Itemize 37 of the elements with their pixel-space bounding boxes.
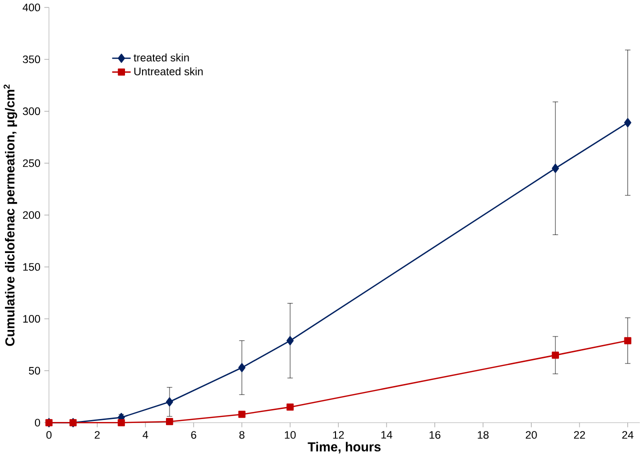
legend-label: treated skin <box>134 54 189 62</box>
x-tick-label: 0 <box>46 431 52 439</box>
x-tick-label: 22 <box>574 431 585 439</box>
y-tick-label: 250 <box>22 159 40 168</box>
x-tick-label: 12 <box>333 431 344 439</box>
x-tick-label: 18 <box>478 431 489 439</box>
y-tick-label: 200 <box>22 211 40 219</box>
point <box>286 404 294 411</box>
y-tick-label: 150 <box>23 263 40 271</box>
y-tick-label: 0 <box>34 418 40 427</box>
x-tick-label: 4 <box>142 431 148 439</box>
y-tick-label: 50 <box>28 366 40 375</box>
x-tick-label: 24 <box>622 431 634 439</box>
x-tick-label: 14 <box>381 431 392 439</box>
point <box>118 419 125 426</box>
y-tick-label: 350 <box>22 56 40 64</box>
y-axis-title: Cumulative diclofenac permeation, μg/cm$^{2}$ <box>4 84 18 346</box>
x-tick-label: 10 <box>284 431 296 439</box>
point <box>552 352 559 359</box>
point <box>286 336 294 346</box>
x-tick-label: 6 <box>191 431 196 439</box>
x-tick-label: 8 <box>239 431 244 439</box>
y-tick-label: 400 <box>22 4 40 12</box>
point <box>166 397 174 406</box>
point <box>552 164 559 173</box>
point <box>238 410 246 418</box>
x-tick-label: 2 <box>94 431 100 439</box>
point <box>624 118 632 128</box>
point <box>238 363 246 372</box>
y-tick-label: 300 <box>22 107 40 116</box>
point <box>166 418 174 426</box>
point <box>624 337 632 344</box>
x-axis-title: Time, hours <box>308 442 381 454</box>
legend-label: Untreated skin <box>134 67 203 76</box>
x-tick-label: 20 <box>526 431 537 439</box>
y-tick-label: 100 <box>23 315 40 323</box>
x-tick-label: 16 <box>430 431 440 439</box>
